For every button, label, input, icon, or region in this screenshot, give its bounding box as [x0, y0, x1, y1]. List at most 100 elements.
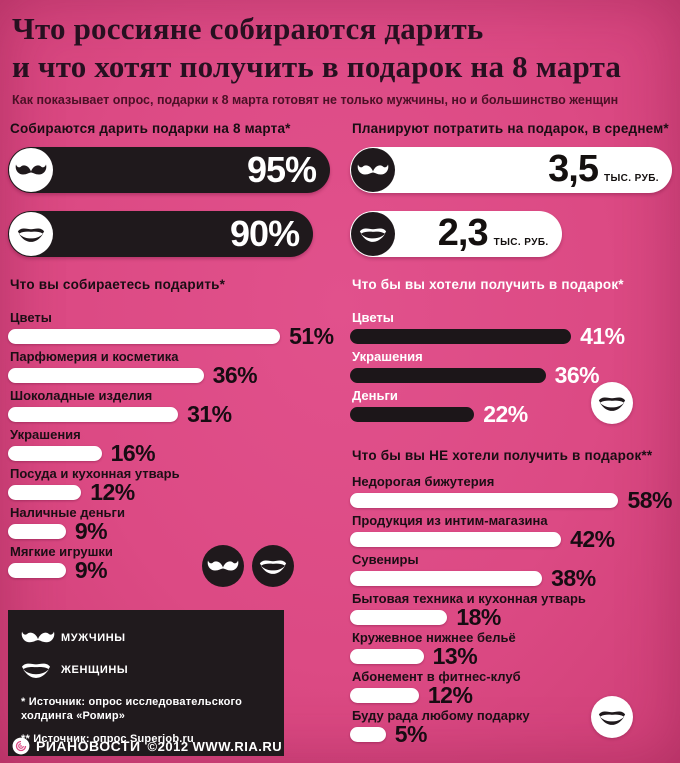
lips-icon: [21, 660, 61, 679]
bar-value: 12%: [427, 682, 473, 709]
spend-number: 2,3: [437, 212, 489, 255]
item-label: Бытовая техника и кухонная утварь: [352, 590, 586, 606]
list-item: Посуда и кухонная утварь 12%: [8, 466, 342, 504]
women-spend-value: 2,3 тыс. руб.: [438, 212, 562, 255]
bar-value: 13%: [432, 643, 478, 670]
legend-row-men: МУЖЧИНЫ: [21, 622, 271, 654]
lips-icon: [351, 211, 395, 256]
list-item: Абонемент в фитнес-клуб 12%: [350, 669, 672, 707]
item-label: Мягкие игрушки: [10, 543, 113, 559]
bar-value: 36%: [554, 362, 600, 389]
not-want-list: Недорогая бижутерия 58% Продукция из инт…: [350, 474, 672, 746]
footer-copyright: ©2012 WWW.RIA.RU: [147, 738, 283, 754]
bar-value: 5%: [394, 721, 428, 748]
ria-logo-icon: [12, 737, 30, 755]
legend-label: МУЖЧИНЫ: [61, 631, 126, 644]
section-header-will-give: Что вы собираетесь подарить*: [10, 276, 226, 292]
item-label: Украшения: [10, 426, 81, 442]
spend-unit: тыс. руб.: [603, 173, 659, 185]
item-label: Недорогая бижутерия: [352, 473, 495, 489]
list-item: Продукция из интим-магазина 42%: [350, 513, 672, 551]
men-spend-value: 3,5 тыс. руб.: [548, 148, 672, 191]
bar-value: 31%: [187, 401, 232, 428]
list-item: Цветы 41%: [350, 310, 672, 348]
bar: [8, 367, 204, 383]
bar: [350, 648, 424, 664]
list-item: Буду рада любому подарку 5%: [350, 708, 672, 746]
women-give-value: 90%: [230, 212, 300, 254]
item-label: Украшения: [352, 348, 423, 364]
item-label: Посуда и кухонная утварь: [10, 465, 180, 481]
bar-value: 42%: [570, 526, 615, 553]
source-note-1: * Источник: опрос исследовательского хол…: [21, 695, 243, 722]
list-item: Сувениры 38%: [350, 552, 672, 590]
title-line2: и что хотят получить в подарок на 8 март…: [12, 48, 622, 84]
bar: [350, 367, 546, 383]
item-label: Цветы: [10, 309, 52, 325]
bar: [8, 445, 102, 461]
left-column: Собираются дарить подарки на 8 марта* 95…: [8, 121, 342, 756]
bar-value: 58%: [627, 487, 672, 514]
source-note-2: ** Источник: опрос Superjob.ru: [21, 732, 194, 745]
mustache-icon: [351, 147, 395, 192]
mustache-icon: [21, 629, 61, 646]
section-header-spend: Планируют потратить на подарок, в средне…: [352, 120, 669, 136]
mustache-icon: [9, 147, 53, 192]
list-item: Украшения 36%: [350, 349, 672, 387]
women-spend-bar: 2,3 тыс. руб.: [350, 210, 562, 257]
bar: [8, 562, 66, 578]
list-item: Шоколадные изделия 31%: [8, 388, 342, 426]
will-give-list: Цветы 51% Парфюмерия и косметика 36% Шок…: [8, 310, 342, 587]
legend-box: МУЖЧИНЫ ЖЕНЩИНЫ * Источник: опрос исслед…: [8, 609, 284, 756]
list-item: Кружевное нижнее бельё 13%: [350, 630, 672, 668]
list-item: Украшения 16%: [8, 427, 342, 465]
lips-icon: [9, 211, 53, 256]
bar-value: 16%: [110, 440, 156, 467]
list-item: Парфюмерия и косметика 36%: [8, 349, 342, 387]
bar: [350, 687, 419, 703]
lips-badge-icon: [591, 695, 633, 738]
item-label: Кружевное нижнее бельё: [352, 629, 516, 645]
bar: [8, 484, 82, 500]
list-item: Наличные деньги 9%: [8, 505, 342, 543]
bar-value: 38%: [551, 565, 596, 592]
list-item: Цветы 51%: [8, 310, 342, 348]
section-header-give: Собираются дарить подарки на 8 марта*: [10, 120, 291, 136]
bar-value: 36%: [212, 362, 258, 389]
bar: [8, 523, 66, 539]
item-label: Цветы: [352, 309, 394, 325]
footer: РИАНОВОСТИ ©2012 WWW.RIA.RU: [12, 737, 282, 755]
item-label: Парфюмерия и косметика: [10, 348, 179, 364]
page-subtitle: Как показывает опрос, подарки к 8 марта …: [12, 92, 619, 107]
men-give-value: 95%: [246, 148, 317, 190]
bar: [350, 570, 543, 586]
men-give-bar: 95%: [8, 146, 331, 193]
bar-value: 18%: [456, 604, 501, 631]
item-label: Сувениры: [352, 551, 419, 567]
bar: [350, 531, 562, 547]
lips-badge-icon: [591, 381, 633, 424]
spend-number: 3,5: [548, 148, 599, 191]
bar-value: 9%: [74, 518, 108, 545]
header: Что россияне собираются дарить и что хот…: [0, 0, 680, 107]
bar-value: 51%: [289, 323, 334, 350]
bar: [350, 406, 475, 422]
bar-value: 41%: [580, 323, 625, 350]
section-header-want: Что бы вы хотели получить в подарок*: [352, 276, 624, 292]
bar: [350, 609, 448, 625]
page-title: Что россияне собираются дарить и что хот…: [12, 10, 668, 86]
item-label: Буду рада любому подарку: [352, 707, 530, 723]
title-line1: Что россияне собираются дарить: [12, 11, 484, 46]
columns: Собираются дарить подарки на 8 марта* 95…: [0, 121, 680, 756]
item-label: Деньги: [352, 387, 398, 403]
item-label: Продукция из интим-магазина: [352, 512, 548, 528]
list-item: Мягкие игрушки 9%: [8, 544, 342, 582]
bar: [8, 406, 179, 422]
item-label: Наличные деньги: [10, 504, 125, 520]
bar: [350, 492, 619, 508]
spend-unit: тыс. руб.: [493, 237, 549, 249]
men-spend-bar: 3,5 тыс. руб.: [350, 146, 672, 193]
bar-value: 12%: [90, 479, 135, 506]
women-give-bar: 90%: [8, 210, 314, 257]
